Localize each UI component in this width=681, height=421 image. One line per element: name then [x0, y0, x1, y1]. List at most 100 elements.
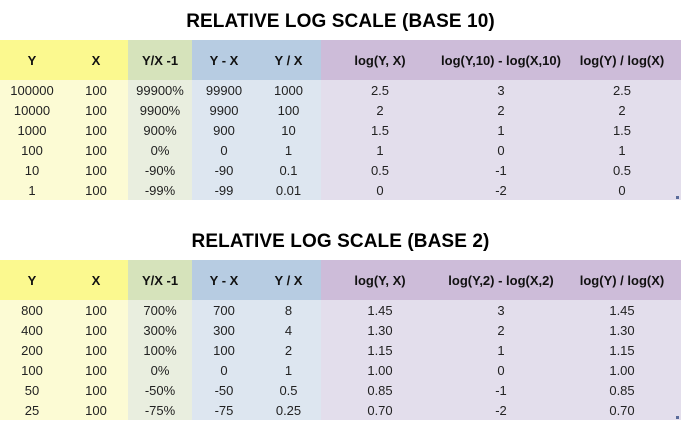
cell[interactable]: -2: [439, 400, 563, 420]
cell[interactable]: 0.5: [256, 380, 321, 400]
cell[interactable]: 0.85: [321, 380, 439, 400]
table-resize-handle[interactable]: [676, 416, 679, 419]
cell[interactable]: 2.5: [563, 80, 681, 100]
cell[interactable]: 9900%: [128, 100, 192, 120]
cell[interactable]: 400: [0, 320, 64, 340]
cell[interactable]: -50: [192, 380, 256, 400]
cell[interactable]: 800: [0, 300, 64, 320]
cell[interactable]: 8: [256, 300, 321, 320]
cell[interactable]: 1: [439, 120, 563, 140]
cell[interactable]: 4: [256, 320, 321, 340]
cell[interactable]: 0: [439, 360, 563, 380]
table-row: 100000 100 99900% 99900 1000 2.5 3 2.5: [0, 80, 681, 100]
cell[interactable]: 900%: [128, 120, 192, 140]
cell[interactable]: 3: [439, 80, 563, 100]
cell[interactable]: 0.85: [563, 380, 681, 400]
cell[interactable]: -2: [439, 180, 563, 200]
cell[interactable]: 0.5: [563, 160, 681, 180]
cell[interactable]: 0%: [128, 140, 192, 160]
cell[interactable]: 0: [192, 140, 256, 160]
cell[interactable]: 0.01: [256, 180, 321, 200]
cell[interactable]: 2: [439, 320, 563, 340]
cell[interactable]: 100: [64, 80, 128, 100]
cell[interactable]: 10: [0, 160, 64, 180]
header-y-over-x-minus-1: Y/X -1: [128, 40, 192, 80]
cell[interactable]: 100: [64, 160, 128, 180]
cell[interactable]: 0.5: [321, 160, 439, 180]
cell[interactable]: 100: [192, 340, 256, 360]
cell[interactable]: 100: [64, 400, 128, 420]
cell[interactable]: 0: [563, 180, 681, 200]
cell[interactable]: 25: [0, 400, 64, 420]
cell[interactable]: 1.30: [321, 320, 439, 340]
cell[interactable]: 100: [256, 100, 321, 120]
cell[interactable]: 2: [321, 100, 439, 120]
cell[interactable]: -90: [192, 160, 256, 180]
cell[interactable]: 1.45: [563, 300, 681, 320]
cell[interactable]: 900: [192, 120, 256, 140]
cell[interactable]: -90%: [128, 160, 192, 180]
cell[interactable]: -75: [192, 400, 256, 420]
cell[interactable]: -75%: [128, 400, 192, 420]
cell[interactable]: 200: [0, 340, 64, 360]
cell[interactable]: 100%: [128, 340, 192, 360]
cell[interactable]: -50%: [128, 380, 192, 400]
cell[interactable]: 300: [192, 320, 256, 340]
cell[interactable]: 1: [256, 360, 321, 380]
cell[interactable]: 2: [439, 100, 563, 120]
cell[interactable]: 1: [0, 180, 64, 200]
cell[interactable]: 700%: [128, 300, 192, 320]
cell[interactable]: 100: [64, 140, 128, 160]
cell[interactable]: 0.70: [321, 400, 439, 420]
cell[interactable]: 9900: [192, 100, 256, 120]
cell[interactable]: 100: [64, 360, 128, 380]
cell[interactable]: 1.00: [321, 360, 439, 380]
cell[interactable]: -99: [192, 180, 256, 200]
cell[interactable]: 1.5: [563, 120, 681, 140]
cell[interactable]: 100: [64, 100, 128, 120]
cell[interactable]: 50: [0, 380, 64, 400]
cell[interactable]: 1.00: [563, 360, 681, 380]
cell[interactable]: 0: [439, 140, 563, 160]
cell[interactable]: 99900: [192, 80, 256, 100]
cell[interactable]: 700: [192, 300, 256, 320]
cell[interactable]: 100: [64, 320, 128, 340]
cell[interactable]: 0.1: [256, 160, 321, 180]
cell[interactable]: 100: [64, 120, 128, 140]
cell[interactable]: 0: [192, 360, 256, 380]
cell[interactable]: 0.70: [563, 400, 681, 420]
cell[interactable]: 100: [64, 300, 128, 320]
cell[interactable]: -99%: [128, 180, 192, 200]
cell[interactable]: 100: [64, 380, 128, 400]
cell[interactable]: 100: [64, 340, 128, 360]
cell[interactable]: 1.15: [321, 340, 439, 360]
cell[interactable]: -1: [439, 160, 563, 180]
cell[interactable]: 1: [563, 140, 681, 160]
cell[interactable]: 100000: [0, 80, 64, 100]
cell[interactable]: 1000: [256, 80, 321, 100]
cell[interactable]: 1.45: [321, 300, 439, 320]
cell[interactable]: 2.5: [321, 80, 439, 100]
cell[interactable]: 99900%: [128, 80, 192, 100]
cell[interactable]: 1: [439, 340, 563, 360]
cell[interactable]: 100: [64, 180, 128, 200]
cell[interactable]: 1000: [0, 120, 64, 140]
cell[interactable]: 1: [321, 140, 439, 160]
cell[interactable]: 3: [439, 300, 563, 320]
cell[interactable]: 0%: [128, 360, 192, 380]
table-resize-handle[interactable]: [676, 196, 679, 199]
cell[interactable]: 1: [256, 140, 321, 160]
cell[interactable]: 10: [256, 120, 321, 140]
cell[interactable]: 1.5: [321, 120, 439, 140]
cell[interactable]: 100: [0, 140, 64, 160]
cell[interactable]: 300%: [128, 320, 192, 340]
cell[interactable]: 0.25: [256, 400, 321, 420]
cell[interactable]: 100: [0, 360, 64, 380]
cell[interactable]: 1.30: [563, 320, 681, 340]
cell[interactable]: 0: [321, 180, 439, 200]
cell[interactable]: -1: [439, 380, 563, 400]
cell[interactable]: 2: [256, 340, 321, 360]
cell[interactable]: 10000: [0, 100, 64, 120]
cell[interactable]: 2: [563, 100, 681, 120]
cell[interactable]: 1.15: [563, 340, 681, 360]
